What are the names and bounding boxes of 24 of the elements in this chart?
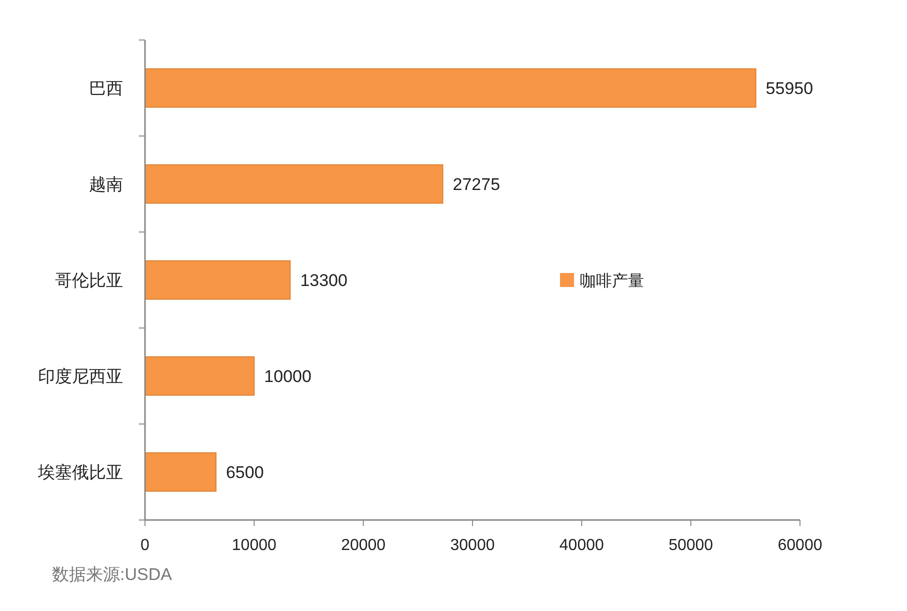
- data-label: 6500: [226, 463, 264, 482]
- bar: [144, 260, 291, 300]
- data-label: 27275: [452, 175, 500, 194]
- x-tick-label: 10000: [232, 537, 277, 554]
- data-label: 13300: [300, 271, 348, 290]
- x-tick-label: 40000: [559, 537, 604, 554]
- y-tick-label: 印度尼西亚: [38, 367, 123, 386]
- y-tick-label: 巴西: [89, 79, 123, 98]
- data-label: 10000: [264, 367, 312, 386]
- y-tick-label: 哥伦比亚: [55, 271, 123, 290]
- x-tick-label: 30000: [450, 537, 495, 554]
- x-tick-label: 20000: [341, 537, 386, 554]
- source-note: 数据来源:USDA: [52, 565, 173, 584]
- y-tick-label: 越南: [89, 175, 123, 194]
- legend-label: 咖啡产量: [580, 272, 644, 290]
- x-tick-label: 50000: [668, 537, 714, 554]
- bar: [144, 164, 444, 204]
- data-label: 55950: [766, 79, 814, 98]
- bar: [144, 452, 216, 492]
- bar: [144, 68, 756, 108]
- y-tick-label: 埃塞俄比亚: [37, 463, 123, 482]
- bar: [144, 356, 255, 396]
- x-tick-label: 0: [140, 537, 150, 554]
- x-tick-label: 60000: [778, 537, 822, 554]
